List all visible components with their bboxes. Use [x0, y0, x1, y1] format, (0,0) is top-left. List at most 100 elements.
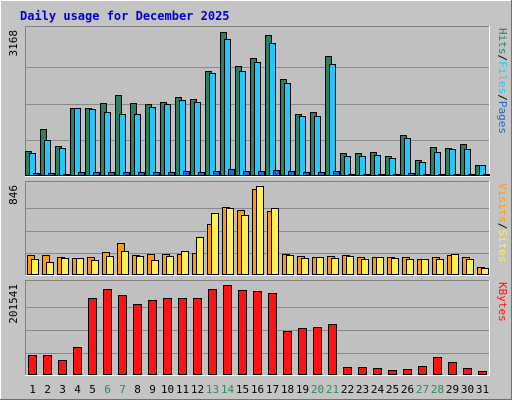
bar-files-day-23	[359, 156, 366, 176]
bar-sites-day-21	[331, 258, 339, 275]
bar-kbytes-day-14	[223, 285, 232, 375]
bar-files-day-20	[314, 116, 321, 176]
bar-pages-day-30	[468, 174, 475, 176]
bar-kbytes-day-7	[118, 295, 127, 375]
bar-kbytes-day-19	[298, 328, 307, 375]
x-tick-label-day-3: 3	[59, 383, 66, 396]
bar-files-day-9	[149, 107, 156, 176]
bar-kbytes-day-21	[328, 324, 337, 375]
legend-item-sites: Sites	[496, 229, 509, 262]
x-tick-label-day-22: 22	[341, 383, 354, 396]
legend-separator: /	[496, 55, 509, 62]
x-tick-label-day-16: 16	[251, 383, 264, 396]
x-tick-label-day-9: 9	[149, 383, 156, 396]
bar-pages-day-3	[63, 174, 70, 176]
bar-files-day-24	[374, 155, 381, 176]
bar-kbytes-day-11	[178, 298, 187, 375]
bar-pages-day-7	[123, 172, 130, 176]
bar-files-day-7	[119, 114, 126, 176]
bar-pages-day-19	[303, 172, 310, 176]
bar-kbytes-day-17	[268, 293, 277, 375]
x-tick-label-day-21: 21	[326, 383, 339, 396]
bar-pages-day-13	[213, 171, 220, 176]
bar-pages-day-11	[183, 171, 190, 176]
x-tick-label-day-12: 12	[191, 383, 204, 396]
bar-files-day-8	[134, 114, 141, 176]
bar-sites-day-5	[91, 260, 99, 275]
x-tick-label-day-30: 30	[461, 383, 474, 396]
bar-sites-day-17	[271, 208, 279, 275]
y-max-label: 3168	[7, 30, 20, 57]
bar-kbytes-day-24	[373, 368, 382, 375]
bar-sites-day-8	[136, 256, 144, 275]
bar-sites-day-7	[121, 251, 129, 275]
bar-kbytes-day-5	[88, 298, 97, 375]
x-tick-label-day-15: 15	[236, 383, 249, 396]
x-tick-label-day-8: 8	[134, 383, 141, 396]
x-tick-label-day-17: 17	[266, 383, 279, 396]
bar-sites-day-14	[226, 208, 234, 275]
bar-kbytes-day-10	[163, 298, 172, 375]
bar-kbytes-day-3	[58, 360, 67, 375]
x-tick-label-day-10: 10	[161, 383, 174, 396]
bar-kbytes-day-16	[253, 291, 262, 375]
bar-files-day-14	[224, 39, 231, 176]
bar-pages-day-25	[393, 174, 400, 176]
bar-pages-day-6	[108, 172, 115, 176]
x-tick-label-day-26: 26	[401, 383, 414, 396]
legend-middle: Visits/Sites	[496, 183, 509, 263]
bar-pages-day-15	[243, 171, 250, 176]
bar-kbytes-day-28	[433, 357, 442, 375]
chart-title: Daily usage for December 2025	[20, 9, 230, 23]
bar-kbytes-day-6	[103, 289, 112, 375]
bar-files-day-16	[254, 62, 261, 176]
bar-kbytes-day-15	[238, 290, 247, 375]
bar-files-day-2	[44, 140, 51, 176]
bar-pages-day-20	[318, 172, 325, 176]
bar-pages-day-22	[348, 174, 355, 176]
bar-files-day-19	[299, 116, 306, 176]
bar-pages-day-2	[48, 173, 55, 176]
bar-pages-day-8	[138, 172, 145, 176]
bar-files-day-1	[29, 153, 36, 176]
bar-kbytes-day-2	[43, 355, 52, 375]
bar-pages-day-27	[423, 174, 430, 176]
bar-sites-day-1	[31, 259, 39, 275]
bar-files-day-29	[449, 149, 456, 176]
bar-pages-day-9	[153, 172, 160, 176]
bar-sites-day-6	[106, 256, 114, 275]
bar-kbytes-day-31	[478, 371, 487, 375]
bar-sites-day-25	[391, 258, 399, 275]
x-tick-label-day-20: 20	[311, 383, 324, 396]
bar-files-day-10	[164, 104, 171, 176]
x-tick-label-day-29: 29	[446, 383, 459, 396]
legend-item-visits: Visits	[496, 183, 509, 223]
bar-sites-day-2	[46, 262, 54, 275]
x-tick-label-day-14: 14	[221, 383, 235, 396]
bar-sites-day-16	[256, 186, 264, 275]
bar-files-day-22	[344, 156, 351, 176]
bar-kbytes-day-1	[28, 355, 37, 375]
bar-sites-day-12	[196, 237, 204, 275]
legend-item-pages: Pages	[496, 101, 509, 134]
legend-top: Hits/Files/Pages	[496, 28, 509, 134]
bar-kbytes-day-27	[418, 366, 427, 375]
legend-separator: /	[496, 223, 509, 230]
bar-sites-day-13	[211, 213, 219, 275]
legend-item-hits: Hits	[496, 28, 509, 55]
bar-pages-day-4	[78, 172, 85, 176]
bar-pages-day-14	[228, 169, 235, 176]
bar-kbytes-day-22	[343, 367, 352, 375]
x-tick-label-day-4: 4	[74, 383, 81, 396]
legend-item-kbytes: KBytes	[496, 282, 509, 322]
bar-pages-day-23	[363, 174, 370, 176]
x-tick-label-day-7: 7	[119, 383, 126, 396]
x-tick-label-day-6: 6	[104, 383, 111, 396]
bar-files-day-6	[104, 112, 111, 176]
x-tick-label-day-27: 27	[416, 383, 429, 396]
bar-sites-day-23	[361, 259, 369, 275]
bar-files-day-15	[239, 71, 246, 176]
x-tick-label-day-31: 31	[476, 383, 489, 396]
bar-files-day-27	[419, 162, 426, 176]
